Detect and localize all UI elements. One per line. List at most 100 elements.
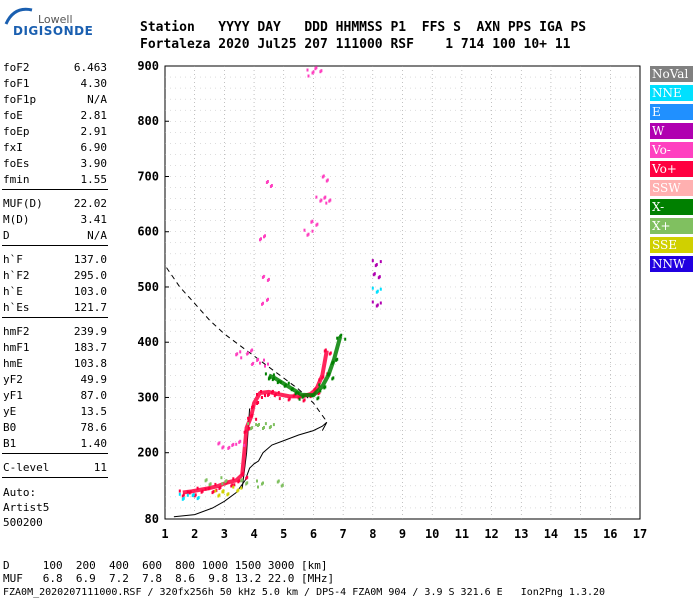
- echo-sse-0-3: [217, 494, 220, 498]
- param-label-14: h`Es: [3, 301, 30, 314]
- echo-vo--18-3: [321, 376, 324, 380]
- param-separator: [2, 245, 108, 246]
- echo-x--0-3: [250, 427, 253, 431]
- echo-x--9-3: [339, 334, 342, 338]
- echo-vo--4-3: [218, 486, 221, 490]
- echo-vo--13-3: [277, 391, 280, 395]
- y-tick-500: 500: [137, 280, 159, 294]
- echo-vo--9-0: [247, 416, 250, 420]
- echo-vo--7-3: [221, 446, 224, 450]
- echo-vo--19-2: [328, 352, 331, 356]
- echo-vo--17-2: [265, 181, 268, 184]
- echo-x--0-0: [247, 422, 250, 426]
- param-value-22: 1.40: [80, 437, 108, 450]
- echo-x--2-2: [268, 426, 271, 430]
- param-label-11: h`F: [3, 253, 23, 266]
- param-value-20: 13.5: [80, 405, 108, 418]
- echo-vo--1-2: [315, 223, 318, 227]
- echo-vo--13-1: [240, 356, 243, 360]
- echo-nne-0-2: [186, 493, 189, 497]
- echo-w-1-2: [377, 276, 380, 280]
- param-separator: [2, 477, 108, 478]
- param-label-17: hmE: [3, 357, 23, 370]
- echo-vo--7-2: [241, 472, 244, 476]
- echo-vo--8-3: [247, 427, 250, 431]
- echo-vo--10-2: [256, 358, 259, 362]
- param-label-18: yF2: [3, 373, 23, 386]
- param-value-2: N/A: [87, 93, 107, 106]
- echo-nne-2-1: [371, 286, 374, 290]
- y-tick-800: 800: [137, 114, 159, 128]
- echo-vo--13-2: [273, 394, 276, 398]
- echo-vo--9-2: [243, 443, 246, 447]
- param-value-3: 2.81: [80, 109, 108, 122]
- echo-x--7-3: [331, 377, 334, 381]
- echo-vo--15-2: [266, 278, 269, 282]
- x-tick-8: 8: [369, 527, 376, 541]
- echo-x--6-3: [256, 479, 258, 483]
- param-value-8: 22.02: [73, 197, 107, 210]
- param-value-16: 183.7: [73, 341, 107, 354]
- x-tick-15: 15: [573, 527, 587, 541]
- x-tick-1: 1: [161, 527, 168, 541]
- echo-nne-0-0: [178, 492, 181, 496]
- echo-vo--11-0: [264, 364, 266, 368]
- legend-vo-: Vo-: [650, 142, 693, 158]
- param-separator: [2, 317, 108, 318]
- echo-vo--9-0: [235, 442, 238, 446]
- param-value-0: 6.463: [73, 61, 107, 74]
- echo-x--8-2: [331, 361, 334, 365]
- echo-vo--4-2: [324, 195, 327, 199]
- echo-x--1-3: [271, 378, 274, 382]
- echo-x--2-1: [279, 380, 282, 384]
- param-label-22: B1: [3, 437, 17, 450]
- param-label-0: foF2: [3, 61, 30, 74]
- echo-x--6-1: [257, 485, 259, 489]
- param-separator: [2, 453, 108, 454]
- echo-vo--0-2: [311, 229, 314, 233]
- echo-vo--6-2: [237, 480, 240, 484]
- plot-frame: [164, 65, 641, 520]
- legend-nne: NNE: [650, 85, 693, 101]
- param-label-2: foF1p: [3, 93, 37, 106]
- y-tick-700: 700: [137, 169, 159, 183]
- param-value-14: 121.7: [73, 301, 107, 314]
- echo-vo--4-0: [325, 201, 328, 205]
- echo-nne-2-2: [375, 290, 378, 294]
- legend-vo-: Vo+: [650, 161, 693, 177]
- echo-vo--17-2: [313, 388, 316, 392]
- param-label-1: foF1: [3, 77, 30, 90]
- legend-x-: X+: [650, 218, 693, 234]
- echo-vo--6-2: [311, 71, 314, 75]
- brand-lowell: Lowell: [38, 13, 73, 26]
- echo-w-2-1: [371, 300, 374, 304]
- param-value-12: 295.0: [73, 269, 107, 282]
- echo-x--4-3: [301, 395, 304, 399]
- echo-x--4-2: [220, 476, 223, 480]
- param-label-21: B0: [3, 421, 17, 434]
- digisonde-logo-icon: [4, 7, 33, 25]
- echo-vo--14-3: [261, 302, 263, 306]
- auto-version: 500200: [3, 516, 43, 529]
- echo-sse-2-2: [236, 489, 239, 493]
- x-tick-11: 11: [455, 527, 469, 541]
- echo-vo--8-3: [231, 443, 234, 447]
- param-label-3: foE: [3, 109, 23, 122]
- echo-w-0-2: [379, 260, 382, 264]
- echo-x--0-2: [272, 373, 275, 377]
- echo-vo--1-3: [188, 491, 191, 495]
- legend-e: E: [650, 104, 693, 120]
- echo-sse-2-1: [232, 485, 235, 489]
- echo-vo--7-3: [245, 476, 248, 480]
- param-value-19: 87.0: [80, 389, 108, 402]
- echo-x--5-2: [316, 397, 319, 401]
- echo-x--9-0: [336, 336, 339, 340]
- echo-vo--4-2: [214, 482, 217, 486]
- echo-vo--11-2: [263, 358, 265, 362]
- echo-vo--5-2: [230, 484, 233, 488]
- profile-dashed: [166, 267, 326, 420]
- y-tick-300: 300: [137, 390, 159, 404]
- echo-vo--2-1: [196, 486, 199, 490]
- echo-x--5-3: [311, 394, 314, 398]
